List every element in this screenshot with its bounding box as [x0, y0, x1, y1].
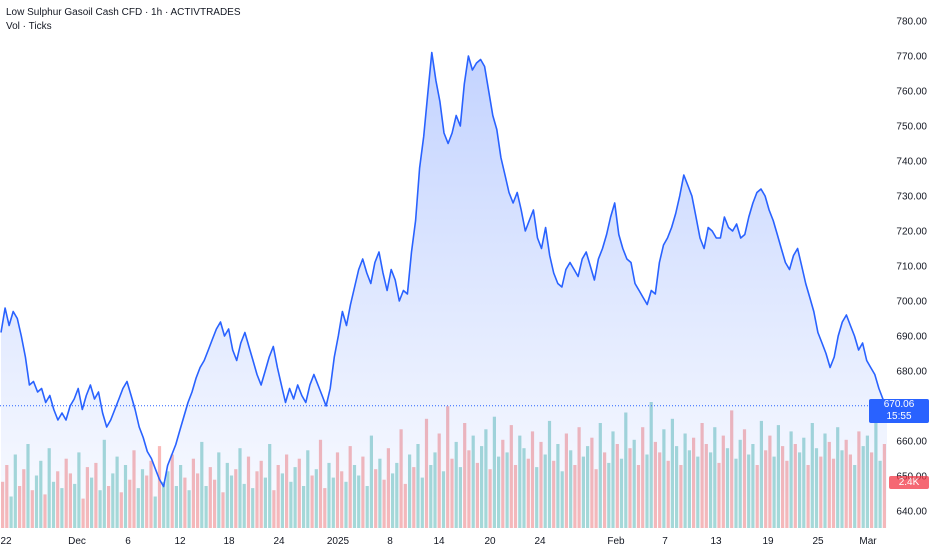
price-area-fill: [1, 52, 887, 528]
price-axis-label: 720.00: [896, 227, 927, 238]
time-axis-label: 12: [174, 536, 186, 547]
volume-value: 2.4K: [898, 477, 920, 488]
time-axis-label: Feb: [607, 536, 625, 547]
time-axis-label: 8: [387, 536, 393, 547]
price-axis-label: 760.00: [896, 87, 927, 98]
price-axis-label: 770.00: [896, 52, 927, 63]
time-axis-label: 2025: [327, 536, 350, 547]
time-axis[interactable]: 22 Dec 6 12 18 24 2025 8 14 20 24 Feb 7 13 19 25 Mar: [0, 536, 877, 547]
symbol-title[interactable]: Low Sulphur Gasoil Cash CFD · 1h · ACTIV…: [6, 7, 241, 18]
bar-countdown: 15:55: [886, 411, 912, 422]
time-axis-label: 7: [662, 536, 668, 547]
price-area: [0, 51, 888, 528]
time-axis-label: 24: [273, 536, 285, 547]
time-axis-label: 22: [0, 536, 12, 547]
time-axis-label: 13: [710, 536, 722, 547]
price-line: [0, 51, 888, 488]
volume-badge: 2.4K: [889, 476, 929, 489]
time-axis-label: 6: [125, 536, 131, 547]
price-axis-label: 640.00: [896, 507, 927, 518]
volume-legend[interactable]: Vol · Ticks: [6, 21, 52, 32]
time-axis-label: 20: [484, 536, 496, 547]
price-axis-label: 700.00: [896, 297, 927, 308]
price-axis-label: 660.00: [896, 437, 927, 448]
chart-legend[interactable]: Low Sulphur Gasoil Cash CFD · 1h · ACTIV…: [6, 6, 241, 34]
time-axis-label: 24: [534, 536, 546, 547]
price-axis-label: 750.00: [896, 122, 927, 133]
price-axis-label: 690.00: [896, 332, 927, 343]
last-price-value: 670.06: [883, 399, 915, 410]
time-axis-label: Mar: [859, 536, 877, 547]
time-axis-label: 18: [223, 536, 235, 547]
price-axis-label: 680.00: [896, 367, 927, 378]
time-axis-label: 14: [433, 536, 445, 547]
price-axis-label: 780.00: [896, 17, 927, 28]
price-axis-label: 740.00: [896, 157, 927, 168]
time-axis-label: 25: [812, 536, 824, 547]
price-axis-label: 710.00: [896, 262, 927, 273]
time-axis-label: Dec: [68, 536, 86, 547]
last-price-badge: 670.06 15:55: [869, 399, 929, 423]
price-axis-label: 730.00: [896, 192, 927, 203]
time-axis-label: 19: [762, 536, 774, 547]
price-axis[interactable]: 780.00 770.00 760.00 750.00 740.00 730.00 720.…: [896, 17, 927, 518]
